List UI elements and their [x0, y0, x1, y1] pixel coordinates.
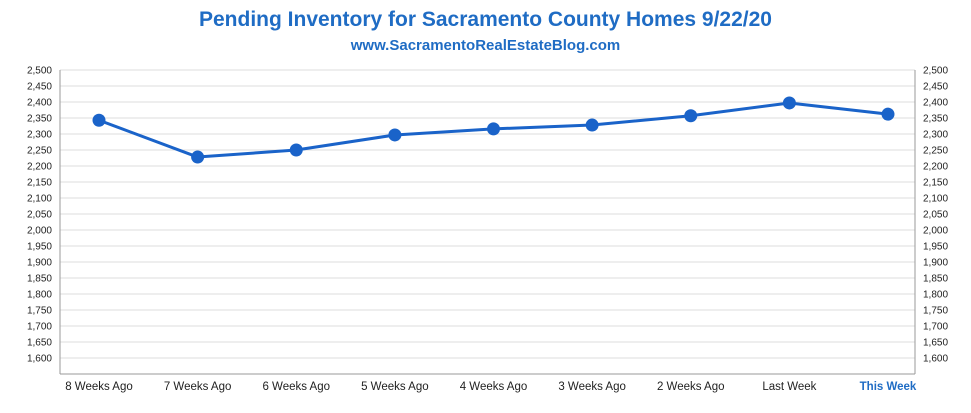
y-tick-label-right: 2,250 — [923, 146, 948, 157]
data-point — [881, 107, 895, 121]
data-point — [388, 128, 402, 142]
x-tick-label: 6 Weeks Ago — [262, 381, 330, 393]
x-tick-label: 8 Weeks Ago — [65, 381, 133, 393]
x-tick-label: 7 Weeks Ago — [164, 381, 232, 393]
y-tick-label-left: 2,050 — [27, 210, 52, 221]
y-tick-label-left: 2,100 — [27, 194, 52, 205]
y-tick-label-left: 1,800 — [27, 290, 52, 301]
y-tick-label-right: 1,700 — [923, 322, 948, 333]
x-tick-label: 5 Weeks Ago — [361, 381, 429, 393]
y-tick-label-right: 2,450 — [923, 82, 948, 93]
data-point — [289, 143, 303, 157]
y-tick-label-left: 2,300 — [27, 130, 52, 141]
y-tick-label-left: 1,750 — [27, 306, 52, 317]
y-tick-label-left: 1,900 — [27, 258, 52, 269]
y-tick-label-left: 2,500 — [27, 66, 52, 77]
y-tick-label-right: 2,000 — [923, 226, 948, 237]
y-tick-label-left: 2,350 — [27, 114, 52, 125]
y-tick-label-right: 1,750 — [923, 306, 948, 317]
y-tick-label-right: 1,600 — [923, 354, 948, 365]
x-tick-label: This Week — [860, 381, 917, 393]
y-tick-label-left: 1,950 — [27, 242, 52, 253]
x-tick-label: Last Week — [762, 381, 816, 393]
y-tick-label-left: 2,400 — [27, 98, 52, 109]
chart-title: Pending Inventory for Sacramento County … — [199, 8, 772, 31]
data-point — [191, 150, 205, 164]
y-tick-label-right: 1,850 — [923, 274, 948, 285]
y-tick-label-right: 2,400 — [923, 98, 948, 109]
y-tick-label-right: 2,300 — [923, 130, 948, 141]
y-tick-label-left: 1,700 — [27, 322, 52, 333]
y-tick-label-right: 2,500 — [923, 66, 948, 77]
x-tick-label: 2 Weeks Ago — [657, 381, 725, 393]
y-tick-label-right: 2,350 — [923, 114, 948, 125]
chart-subtitle: www.SacramentoRealEstateBlog.com — [350, 37, 621, 54]
data-point — [487, 122, 500, 136]
y-tick-label-left: 2,250 — [27, 146, 52, 157]
y-tick-label-left: 2,450 — [27, 82, 52, 93]
data-point — [782, 96, 796, 110]
y-tick-label-left: 2,200 — [27, 162, 52, 173]
y-tick-label-right: 1,650 — [923, 338, 948, 349]
data-point — [92, 113, 106, 127]
y-tick-label-right: 2,200 — [923, 162, 948, 173]
data-point — [684, 109, 698, 123]
y-tick-label-left: 2,000 — [27, 226, 52, 237]
y-tick-label-left: 1,850 — [27, 274, 52, 285]
y-tick-label-right: 1,900 — [923, 258, 948, 269]
y-tick-label-right: 2,150 — [923, 178, 948, 189]
y-tick-label-left: 1,600 — [27, 354, 52, 365]
y-tick-label-left: 1,650 — [27, 338, 52, 349]
y-tick-label-right: 1,800 — [923, 290, 948, 301]
data-point — [585, 118, 599, 132]
y-tick-label-right: 2,100 — [923, 194, 948, 205]
y-tick-label-right: 2,050 — [923, 210, 948, 221]
y-tick-label-left: 2,150 — [27, 178, 52, 189]
y-tick-label-right: 1,950 — [923, 242, 948, 253]
x-tick-label: 4 Weeks Ago — [460, 381, 528, 393]
x-tick-label: 3 Weeks Ago — [558, 381, 626, 393]
